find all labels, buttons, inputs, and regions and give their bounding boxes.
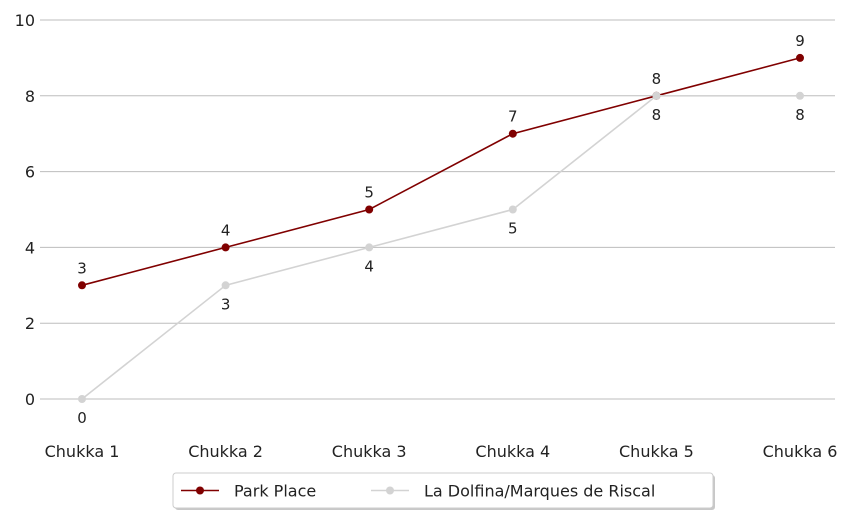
series-1-point-4 bbox=[508, 129, 517, 138]
x-tick-label-1: Chukka 1 bbox=[45, 442, 120, 461]
x-tick-label-6: Chukka 6 bbox=[763, 442, 838, 461]
series-2-data-label-1: 0 bbox=[77, 409, 87, 427]
series-1-data-label-4: 7 bbox=[508, 108, 518, 126]
y-tick-label-2: 2 bbox=[25, 314, 35, 333]
x-tick-label-5: Chukka 5 bbox=[619, 442, 694, 461]
series-2-point-3 bbox=[365, 243, 374, 252]
series-line-1 bbox=[81, 57, 801, 287]
x-axis-tick-labels: Chukka 1 Chukka 2 Chukka 3 Chukka 4 Chukka 5… bbox=[45, 442, 838, 461]
series-1-point-3 bbox=[365, 205, 374, 214]
series-1-point-6 bbox=[796, 53, 804, 62]
legend-label-1: Park Place bbox=[234, 482, 316, 501]
legend-label-2: La Dolfina/Marques de Riscal bbox=[424, 482, 655, 501]
x-tick-label-3: Chukka 3 bbox=[332, 442, 407, 461]
series-1-data-label-5: 8 bbox=[652, 70, 662, 88]
series-line-2 bbox=[81, 95, 800, 400]
y-tick-label-4: 4 bbox=[25, 238, 35, 257]
series-1-point-1 bbox=[78, 281, 86, 290]
series-2-point-6 bbox=[796, 91, 804, 100]
series-1-data-label-6: 9 bbox=[795, 32, 805, 50]
legend: Park Place La Dolfina/Marques de Riscal bbox=[172, 472, 715, 510]
series-2-data-label-4: 5 bbox=[508, 220, 518, 238]
series-layer bbox=[78, 53, 804, 403]
series-2-data-label-3: 4 bbox=[364, 257, 374, 275]
series-1-point-2 bbox=[221, 243, 230, 252]
series-2-point-5 bbox=[652, 91, 661, 100]
y-tick-label-8: 8 bbox=[25, 87, 35, 106]
series-2-data-label-2: 3 bbox=[221, 295, 231, 313]
series-1-data-label-3: 5 bbox=[364, 184, 374, 202]
series-2-data-label-6: 8 bbox=[795, 106, 805, 124]
y-tick-label-10: 10 bbox=[15, 11, 35, 30]
legend-marker-1 bbox=[196, 486, 204, 495]
y-tick-label-6: 6 bbox=[25, 163, 35, 182]
x-tick-label-4: Chukka 4 bbox=[475, 442, 550, 461]
gridlines bbox=[40, 19, 835, 400]
series-2-point-1 bbox=[78, 395, 86, 403]
series-1-data-label-2: 4 bbox=[221, 221, 231, 239]
series-2-point-4 bbox=[508, 205, 517, 214]
y-axis-tick-labels: 0 2 4 6 8 10 bbox=[15, 11, 35, 409]
x-tick-label-2: Chukka 2 bbox=[188, 442, 263, 461]
legend-box bbox=[172, 472, 714, 509]
series-2-point-2 bbox=[221, 281, 230, 290]
series-1-data-label-1: 3 bbox=[77, 259, 87, 277]
series-2-data-label-5: 8 bbox=[652, 106, 662, 124]
data-labels: 3 4 5 7 8 9 0 3 4 5 8 8 bbox=[77, 32, 805, 427]
y-tick-label-0: 0 bbox=[25, 390, 35, 409]
legend-marker-2 bbox=[386, 486, 394, 495]
